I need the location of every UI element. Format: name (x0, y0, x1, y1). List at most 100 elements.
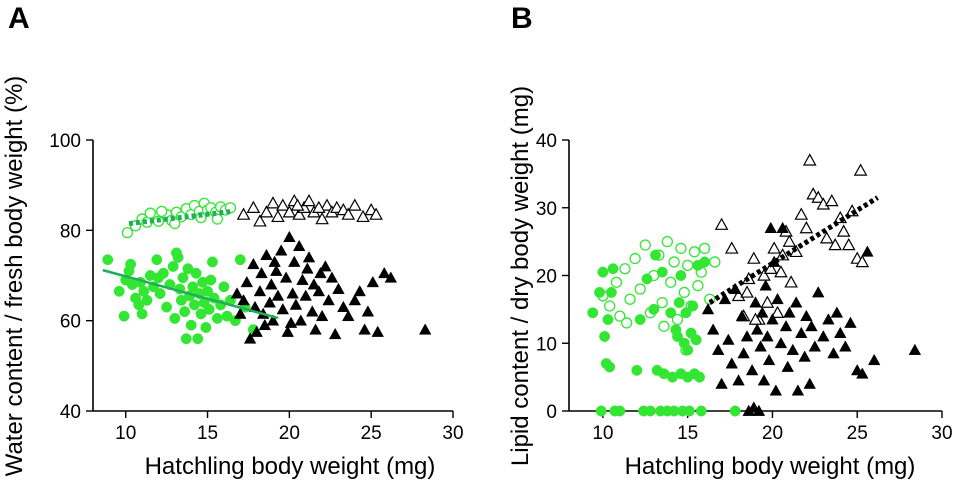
data-point (125, 258, 137, 270)
data-point (694, 371, 705, 383)
data-point (688, 246, 701, 258)
series-green-filled-circles (102, 247, 259, 345)
data-point (673, 297, 685, 309)
data-point (824, 193, 839, 207)
data-point (260, 248, 273, 261)
data-point (771, 292, 784, 305)
data-point (811, 190, 826, 203)
data-point (682, 344, 694, 356)
data-point (418, 323, 432, 335)
data-point (587, 307, 599, 319)
series-black-open-triangles (236, 193, 383, 227)
data-point (309, 323, 322, 335)
data-point (748, 312, 763, 325)
data-point (161, 301, 173, 313)
data-point (207, 256, 218, 268)
data-point (754, 340, 767, 352)
data-point (715, 377, 728, 389)
data-point (819, 231, 834, 244)
data-point (853, 163, 868, 176)
data-point (665, 276, 677, 288)
data-point (774, 265, 788, 278)
data-point (279, 271, 293, 283)
data-point (211, 312, 223, 324)
data-point (144, 207, 156, 219)
data-point (634, 283, 646, 295)
data-point (271, 209, 285, 223)
data-point (594, 286, 605, 298)
data-point (740, 330, 754, 342)
y-tick-label: 80 (60, 221, 81, 242)
data-point (290, 198, 305, 211)
data-point (141, 294, 153, 306)
data-point (800, 309, 813, 322)
data-point (760, 295, 775, 308)
data-point (766, 313, 779, 325)
data-point (255, 266, 268, 279)
fit-line-green-filled-fit (102, 268, 279, 320)
data-point (113, 285, 125, 297)
data-point (218, 281, 230, 293)
data-point (614, 405, 626, 417)
data-point (332, 282, 345, 294)
data-point (320, 198, 334, 211)
data-point (769, 384, 783, 396)
data-point (307, 278, 321, 290)
data-point (259, 205, 274, 218)
panel-b-chart: B 10 15 20 25 30 0 10 20 30 40 Hatchling body weigh… (507, 2, 953, 480)
data-point (153, 272, 164, 284)
data-point (808, 340, 822, 352)
data-point (600, 358, 612, 370)
data-point (121, 226, 134, 239)
data-point (275, 198, 290, 211)
data-point (306, 305, 319, 317)
data-point (179, 306, 191, 318)
data-point (190, 267, 202, 279)
data-point (718, 292, 732, 305)
data-point (200, 321, 212, 333)
data-point (776, 221, 789, 233)
data-point (782, 234, 797, 247)
data-point (675, 270, 687, 281)
data-point (348, 294, 362, 306)
data-point (299, 289, 312, 301)
data-point (709, 256, 721, 268)
data-point (668, 256, 680, 268)
data-point (607, 263, 619, 275)
fit-line-green-open-fit (128, 208, 233, 227)
data-point (311, 200, 326, 213)
data-point (274, 244, 288, 256)
data-point (844, 316, 857, 328)
data-point (816, 197, 831, 210)
data-point (805, 319, 818, 332)
series-black-open-triangles (714, 153, 870, 325)
data-point (706, 323, 720, 335)
data-point (812, 286, 825, 298)
y-tick-label: 10 (536, 334, 557, 355)
data-point (724, 241, 739, 254)
x-tick-label: 30 (931, 423, 952, 444)
data-point (342, 309, 355, 322)
data-point (683, 405, 695, 417)
data-point (682, 259, 694, 271)
data-point (294, 314, 308, 326)
panel-label-a: A (8, 2, 30, 35)
data-point (770, 305, 785, 319)
data-point (798, 350, 811, 362)
data-point (841, 237, 856, 251)
x-tick-label: 10 (115, 423, 136, 444)
data-point (347, 198, 362, 211)
data-point (250, 325, 263, 337)
data-point (722, 333, 735, 345)
data-point (624, 293, 636, 305)
data-point (732, 374, 745, 386)
data-point (237, 294, 250, 306)
x-axis-title: Hatchling body weight (mg) (145, 453, 436, 480)
data-point (266, 196, 280, 209)
data-point (312, 284, 326, 297)
data-point (692, 280, 704, 292)
data-point (725, 357, 738, 369)
data-point (189, 299, 200, 311)
data-point (658, 320, 670, 332)
data-point (337, 300, 350, 313)
